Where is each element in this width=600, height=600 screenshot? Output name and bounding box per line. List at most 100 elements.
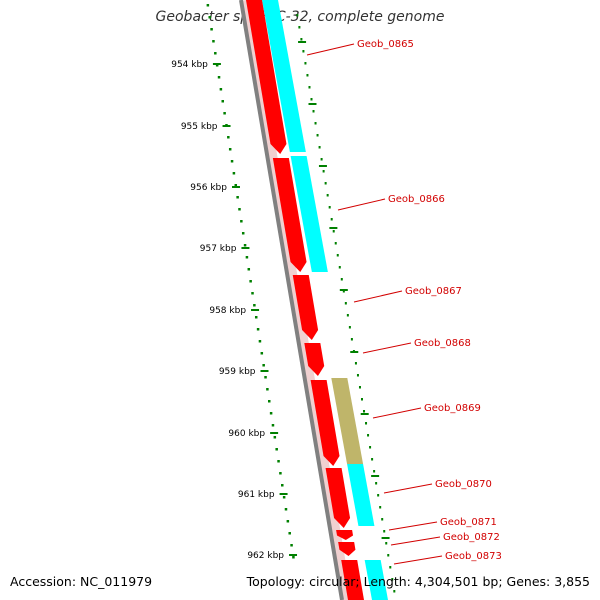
scale-minor-tick <box>236 196 239 199</box>
outer-minor-tick <box>387 554 390 557</box>
cds-arrow <box>272 158 307 272</box>
scale-minor-tick <box>260 352 264 355</box>
outer-minor-tick <box>316 134 319 137</box>
scale-minor-tick <box>292 556 295 559</box>
scale-minor-tick <box>240 220 243 223</box>
cds-arrow <box>336 530 354 540</box>
outer-minor-tick <box>371 458 374 461</box>
scale-minor-tick <box>275 448 278 451</box>
scale-minor-tick <box>245 256 249 259</box>
cds-arrow <box>292 275 319 340</box>
scale-minor-tick <box>269 412 273 415</box>
cds-arrow <box>338 542 356 556</box>
outer-minor-tick <box>346 314 349 317</box>
scale-minor-tick <box>228 148 232 151</box>
gene-label-leader <box>337 198 386 211</box>
scale-minor-tick <box>268 400 271 403</box>
outer-minor-tick <box>360 398 363 401</box>
scale-minor-tick <box>208 16 211 19</box>
scale-minor-tick <box>238 208 241 211</box>
scale-tick-label: 954 kbp <box>171 60 208 70</box>
gene-label-leader <box>383 483 433 494</box>
scale-minor-tick <box>219 88 223 91</box>
outer-minor-tick <box>348 326 351 329</box>
outer-minor-tick <box>379 506 382 509</box>
scale-minor-tick <box>277 460 280 463</box>
scale-minor-tick <box>215 64 219 67</box>
outer-minor-tick <box>385 542 388 545</box>
outer-minor-tick <box>320 158 323 161</box>
scale-minor-tick <box>273 436 277 439</box>
outer-minor-tick <box>340 278 343 281</box>
blast-hit-segment <box>347 464 375 526</box>
scale-tick-label: 961 kbp <box>238 490 275 500</box>
outer-minor-tick <box>324 182 327 185</box>
gene-label-leader <box>390 536 441 546</box>
scale-minor-tick <box>288 532 291 535</box>
scale-tick-label: 955 kbp <box>181 122 218 132</box>
scale-minor-tick <box>210 28 213 31</box>
outer-minor-tick <box>336 254 339 257</box>
outer-minor-tick <box>373 470 376 473</box>
scale-tick-label: 956 kbp <box>190 183 227 193</box>
gene-label: Geob_0871 <box>440 517 497 528</box>
scale-minor-tick <box>251 292 254 295</box>
gene-label-leader <box>388 521 438 531</box>
scale-minor-tick <box>258 340 262 343</box>
gene-label: Geob_0873 <box>445 551 502 562</box>
scale-minor-tick <box>282 496 286 499</box>
scale-minor-tick <box>247 268 251 271</box>
scale-minor-tick <box>223 112 226 115</box>
scale-minor-tick <box>241 232 245 235</box>
outer-minor-tick <box>363 410 366 413</box>
outer-minor-tick <box>300 38 303 41</box>
outer-minor-tick <box>334 242 337 245</box>
outer-minor-tick <box>328 206 331 209</box>
outer-minor-tick <box>365 422 368 425</box>
cds-arrow <box>246 0 287 154</box>
scale-minor-tick <box>281 484 284 487</box>
scale-tick-label: 958 kbp <box>209 306 246 316</box>
scale-minor-tick <box>206 4 210 7</box>
scale-minor-tick <box>221 100 224 103</box>
scale-tick-label: 962 kbp <box>247 551 284 561</box>
scale-minor-tick <box>249 280 252 283</box>
outer-minor-tick <box>312 110 315 113</box>
outer-minor-tick <box>354 362 357 365</box>
outer-minor-tick <box>377 494 380 497</box>
scale-minor-tick <box>262 364 265 367</box>
blast-hit-segment <box>331 378 364 464</box>
scale-minor-tick <box>212 40 215 43</box>
map-title: Geobacter sp. FRC-32, complete genome <box>155 9 445 25</box>
gene-label-leader <box>353 290 403 303</box>
cds-arrow <box>310 380 340 466</box>
outer-minor-tick <box>391 578 394 581</box>
scale-minor-tick <box>217 76 221 79</box>
scale-minor-tick <box>254 316 258 319</box>
scale-tick-label: 957 kbp <box>200 244 237 254</box>
outer-minor-tick <box>342 290 345 293</box>
genome-backbone <box>239 0 344 600</box>
outer-minor-tick <box>383 530 386 533</box>
scale-tick-label: 959 kbp <box>219 367 256 377</box>
scale-minor-tick <box>234 184 238 187</box>
scale-minor-tick <box>284 508 288 511</box>
outer-minor-tick <box>296 14 299 17</box>
scale-minor-tick <box>279 472 282 475</box>
gene-label: Geob_0867 <box>405 286 462 297</box>
scale-minor-tick <box>214 52 217 55</box>
cds-arrow <box>341 560 364 600</box>
scale-minor-tick <box>230 160 234 163</box>
outer-minor-tick <box>381 518 384 521</box>
outer-minor-tick <box>369 446 372 449</box>
gene-label-leader <box>306 43 355 56</box>
gene-label-leader <box>372 407 422 419</box>
topology-summary: Topology: circular; Length: 4,304,501 bp… <box>246 574 590 589</box>
scale-minor-tick <box>271 424 275 427</box>
outer-minor-tick <box>308 86 311 89</box>
gene-label: Geob_0866 <box>388 194 445 205</box>
outer-minor-tick <box>298 26 301 29</box>
outer-minor-tick <box>358 386 361 389</box>
scale-minor-tick <box>253 304 256 307</box>
